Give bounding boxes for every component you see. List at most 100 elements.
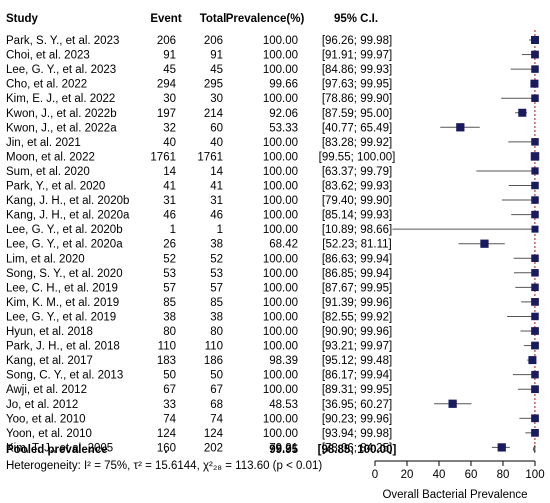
table-row: Park, S. Y., et al. 2023 206 206 100.00 [96.… (6, 35, 392, 47)
table-row: Yoon, et al. 2010 124 124 100.00 [93.94; 99.… (6, 428, 392, 440)
event-count: 85 (163, 297, 176, 309)
header-prevalence: Prevalence(%) (226, 13, 305, 25)
ci-value: [93.21; 99.97] (322, 341, 392, 353)
study-label: Hyun, et al. 2018 (6, 326, 93, 338)
ci-value: [90.23; 99.96] (322, 413, 392, 425)
prevalence-value: 79.21 (269, 442, 298, 454)
total-count: 1761 (197, 151, 223, 163)
prevalence-value: 100.00 (263, 35, 298, 47)
event-count: 14 (163, 166, 176, 178)
header-ci: 95% C.I. (334, 13, 378, 25)
study-label: Park, J. H., et al. 2018 (6, 341, 120, 353)
table-row: Park, Y., et al. 2020 41 41 100.00 [83.62; 9… (6, 181, 392, 193)
event-count: 124 (157, 428, 177, 440)
estimate-marker (531, 414, 539, 423)
prevalence-value: 53.33 (269, 122, 298, 134)
ci-value: [90.90; 99.96] (322, 326, 392, 338)
prevalence-value: 100.00 (263, 282, 298, 294)
total-count: 1 (217, 224, 223, 236)
total-count: 68 (210, 399, 223, 411)
event-count: 1761 (150, 151, 176, 163)
x-tick-label: 40 (433, 469, 446, 481)
estimate-marker (531, 138, 539, 146)
estimate-marker (531, 210, 539, 219)
event-count: 31 (163, 195, 176, 207)
ci-value: [83.28; 99.92] (322, 137, 392, 149)
table-row: Kim, T. J., et al. 2005 160 202 79.21 [73.06… (6, 442, 392, 454)
study-label: Lim, et al. 2020 (6, 253, 85, 265)
header-total: Total (200, 13, 227, 25)
total-count: 41 (210, 181, 223, 193)
study-label: Yoo, et al. 2010 (6, 413, 86, 425)
ci-value: [91.39; 99.96] (322, 297, 392, 309)
estimate-marker (448, 399, 457, 408)
event-count: 41 (163, 181, 176, 193)
study-label: Song, C. Y., et al. 2013 (6, 370, 123, 382)
event-count: 40 (163, 137, 176, 149)
event-count: 1 (170, 224, 176, 236)
total-count: 52 (210, 253, 223, 265)
estimate-marker (531, 167, 539, 175)
prevalence-value: 100.00 (263, 326, 298, 338)
study-label: Park, Y., et al. 2020 (6, 181, 105, 193)
prevalence-value: 100.00 (263, 268, 298, 280)
total-count: 45 (210, 64, 223, 76)
estimate-marker (531, 50, 539, 59)
estimate-marker (531, 327, 539, 335)
study-label: Awji, et al. 2012 (6, 384, 87, 396)
estimate-marker (530, 152, 540, 161)
estimate-marker (480, 239, 489, 248)
study-label: Lee, G. Y., et al. 2020b (6, 224, 123, 236)
ci-value: [86.85; 99.94] (322, 268, 392, 280)
study-label: Sum, et al. 2020 (6, 166, 90, 178)
prevalence-value: 100.00 (263, 64, 298, 76)
study-label: Moon, et al. 2022 (6, 151, 95, 163)
study-label: Kang, J. H., et al. 2020a (6, 210, 130, 222)
prevalence-value: 100.00 (263, 413, 298, 425)
total-count: 40 (210, 137, 223, 149)
table-row: Kwon, J., et al. 2022a 32 60 53.33 [40.77; 6… (6, 122, 392, 134)
event-count: 110 (158, 341, 176, 353)
table-row: Song, S. Y., et al. 2020 53 53 100.00 [86.85… (6, 268, 392, 280)
table-row: Kang, J. H., et al. 2020a 46 46 100.00 [85.1… (6, 210, 392, 222)
total-count: 80 (210, 326, 223, 338)
event-count: 91 (163, 50, 176, 62)
ci-value: [87.67; 99.95] (322, 282, 392, 294)
event-count: 160 (157, 442, 176, 454)
event-count: 67 (163, 384, 176, 396)
estimate-marker (531, 196, 539, 204)
study-label: Park, S. Y., et al. 2023 (6, 35, 119, 47)
ci-value: [97.63; 99.95] (322, 79, 392, 91)
total-count: 31 (210, 195, 223, 207)
estimate-marker (531, 225, 539, 233)
pooled-diamond (532, 444, 536, 454)
study-label: Jo, et al. 2012 (6, 399, 78, 411)
table-row: Jo, et al. 2012 33 68 48.53 [36.95; 60.27] (6, 399, 392, 411)
ci-value: [78.86; 99.90] (322, 93, 392, 105)
estimate-marker (531, 385, 539, 394)
estimate-marker (531, 312, 539, 321)
pooled-row: Pooled prevalence . 99.95 [98.85; 100.00… (6, 444, 396, 456)
total-count: 38 (210, 311, 223, 323)
study-label: Kwon, J., et al. 2022a (6, 122, 117, 134)
prevalence-value: 100.00 (263, 137, 298, 149)
ci-value: [79.40; 99.90] (322, 195, 392, 207)
estimate-marker (531, 370, 539, 379)
x-tick-label: 60 (465, 469, 478, 481)
total-count: 206 (204, 35, 223, 47)
estimate-marker (531, 298, 539, 306)
event-count: 53 (163, 268, 176, 280)
study-label: Kim, E. J., et al. 2022 (6, 93, 115, 105)
event-count: 183 (157, 355, 176, 367)
table-row: Lee, G. Y., et al. 2019 38 38 100.00 [82.55;… (6, 311, 392, 323)
prevalence-value: 100.00 (263, 384, 298, 396)
study-label: Jin, et al. 2021 (6, 137, 81, 149)
x-tick-label: 20 (401, 469, 414, 481)
event-count: 52 (163, 253, 176, 265)
prevalence-value: 48.53 (269, 399, 298, 411)
estimate-marker (528, 356, 537, 365)
table-row: Lim, et al. 2020 52 52 100.00 [86.63; 99.94] (6, 253, 392, 265)
prevalence-value: 98.39 (269, 355, 298, 367)
estimate-marker (497, 443, 506, 452)
ci-value: [36.95; 60.27] (322, 399, 392, 411)
